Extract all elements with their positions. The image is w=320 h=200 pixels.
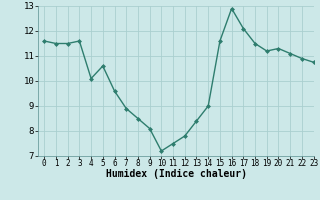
X-axis label: Humidex (Indice chaleur): Humidex (Indice chaleur) bbox=[106, 169, 246, 179]
